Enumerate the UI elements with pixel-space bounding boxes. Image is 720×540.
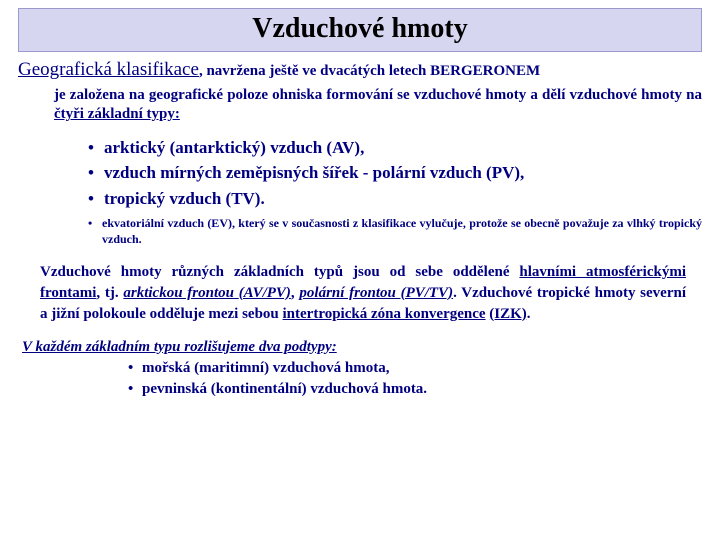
heading-tail: , navržena ještě ve dvacátých letech BER…: [199, 63, 540, 79]
list-item: mořská (maritimní) vzduchová hmota,: [128, 358, 702, 379]
para-underline: (IZK): [489, 306, 527, 322]
para-ul-italic: arktickou frontou: [123, 285, 238, 301]
para-text: Vzduchové hmoty různých základních typů …: [40, 264, 519, 280]
para-text: .: [527, 306, 531, 322]
para-text: , tj.: [96, 285, 123, 301]
excluded-type-list: ekvatoriální vzduch (EV), který se v sou…: [88, 215, 702, 247]
title-bar: Vzduchové hmoty: [18, 8, 702, 52]
list-item: vzduch mírných zeměpisných šířek - polár…: [88, 160, 702, 186]
intro-text: je založena na geografické poloze ohnisk…: [54, 87, 702, 103]
page-title: Vzduchové hmoty: [19, 13, 701, 45]
list-item: ekvatoriální vzduch (EV), který se v sou…: [88, 215, 702, 247]
heading-lead: Geografická klasifikace: [18, 59, 199, 80]
intro-paragraph: je založena na geografické poloze ohnisk…: [54, 86, 702, 125]
main-type-list: arktický (antarktický) vzduch (AV), vzdu…: [88, 135, 702, 212]
subtypes-heading: V každém základním typu rozlišujeme dva …: [22, 339, 702, 356]
fronts-paragraph: Vzduchové hmoty různých základních typů …: [40, 262, 686, 325]
slide-page: Vzduchové hmoty Geografická klasifikace,…: [0, 0, 720, 540]
para-ul-italic: (AV/PV): [239, 285, 291, 301]
subtypes-list: mořská (maritimní) vzduchová hmota, pevn…: [128, 358, 702, 400]
section-heading: Geografická klasifikace, navržena ještě …: [18, 58, 702, 82]
list-item: tropický vzduch (TV).: [88, 186, 702, 212]
para-ul-italic: polární frontou (PV/TV): [299, 285, 453, 301]
list-item: pevninská (kontinentální) vzduchová hmot…: [128, 379, 702, 400]
para-underline: intertropická zóna konvergence: [283, 306, 486, 322]
intro-underline: čtyři základní typy:: [54, 106, 180, 122]
list-item: arktický (antarktický) vzduch (AV),: [88, 135, 702, 161]
